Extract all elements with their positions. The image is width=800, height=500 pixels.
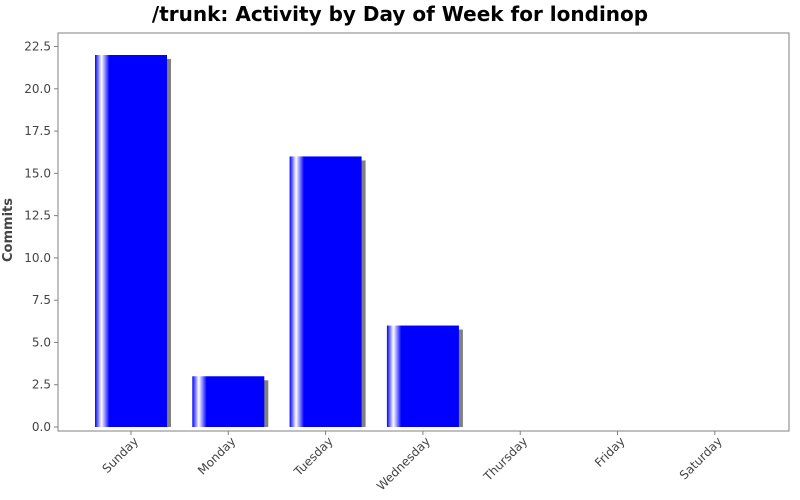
bar (192, 376, 265, 427)
bar (95, 54, 167, 427)
y-axis-label: Commits (1, 198, 16, 262)
plot-area: 0.0 2.5 5.0 7.5 10.0 12.5 15.0 17.5 20.0 22.5 Sund… (24, 32, 790, 493)
x-tick-label: Saturday (677, 434, 725, 482)
y-tick-label: 12.5 (24, 209, 51, 223)
y-tick-label: 5.0 (32, 335, 51, 349)
y-tick-label: 17.5 (24, 124, 51, 138)
x-tick-label: Thursday (480, 434, 530, 484)
y-tick-label: 10.0 (24, 251, 51, 265)
bar (289, 156, 362, 427)
y-tick-label: 20.0 (24, 82, 51, 96)
bar (386, 325, 459, 427)
y-tick-label: 0.0 (32, 420, 51, 434)
x-tick-label: Wednesday (374, 434, 433, 493)
y-tick-label: 2.5 (32, 378, 51, 392)
x-tick-label: Friday (592, 434, 628, 470)
y-tick-label: 7.5 (32, 293, 51, 307)
x-tick-label: Monday (195, 434, 238, 477)
chart-title: /trunk: Activity by Day of Week for lond… (151, 2, 649, 26)
x-tick-label: Tuesday (291, 434, 336, 479)
x-tick-label: Sunday (99, 434, 141, 476)
y-tick-label: 22.5 (24, 40, 51, 54)
y-tick-label: 15.0 (24, 166, 51, 180)
